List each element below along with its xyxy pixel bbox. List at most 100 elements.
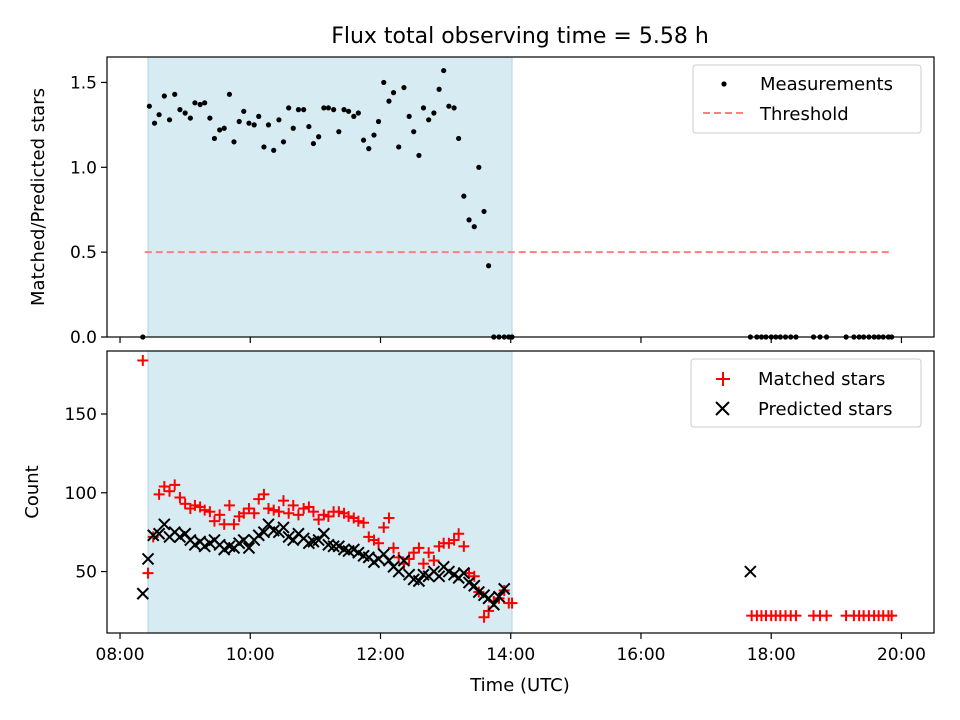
observing-window-band — [147, 350, 513, 634]
y-tick-label: 50 — [75, 563, 97, 583]
measurement-point — [172, 91, 178, 97]
measurement-point — [161, 93, 167, 99]
predicted-star-point — [327, 540, 340, 553]
measurement-point — [436, 86, 442, 92]
matched-star-point — [189, 499, 201, 511]
matched-star-point — [498, 584, 510, 596]
ratio-legend: Measurements Threshold — [692, 64, 922, 134]
matched-star-point — [158, 480, 170, 492]
legend-measurements-marker — [721, 81, 727, 87]
matched-star-point — [287, 499, 299, 511]
matched-star-point — [174, 492, 186, 504]
predicted-star-point — [397, 554, 411, 567]
matched-star-point — [373, 537, 385, 549]
measurement-point — [426, 117, 432, 123]
ratio-x-ticks — [119, 337, 903, 343]
matched-star-point — [478, 611, 490, 623]
predicted-star-point — [392, 565, 405, 578]
ratio-panel-frame — [106, 56, 935, 338]
matched-star-point — [262, 503, 274, 515]
matched-star-point — [277, 495, 289, 507]
x-tick-label: 14:00 — [486, 645, 535, 665]
matched-star-point — [214, 509, 226, 521]
measurement-point — [321, 105, 327, 111]
measurement-point — [411, 129, 417, 135]
matched-star-point — [169, 479, 181, 491]
measurement-point — [481, 208, 487, 215]
predicted-star-point — [498, 582, 511, 596]
predicted-star-point — [152, 527, 166, 540]
matched-star-point — [821, 610, 833, 622]
measurement-point — [211, 135, 218, 142]
matched-star-point — [218, 518, 230, 530]
count-y-axis-label: Count — [22, 465, 43, 518]
measurement-point — [366, 146, 372, 152]
matched-star-point — [333, 506, 345, 518]
measurement-point — [156, 112, 162, 118]
measurement-point — [217, 127, 223, 133]
predicted-star-point — [277, 521, 290, 534]
matched-star-point — [199, 504, 211, 516]
measurement-point — [390, 90, 397, 96]
measurement-point — [202, 100, 208, 106]
measurement-point — [351, 113, 357, 119]
matched-star-point — [378, 521, 390, 533]
measurement-point — [231, 139, 237, 145]
measurement-point — [271, 147, 277, 153]
measurement-point — [265, 122, 272, 128]
measurement-point — [295, 107, 302, 113]
count-x-axis-label: Time (UTC) — [469, 675, 570, 696]
observing-window-shade — [147, 56, 513, 338]
matched-star-point — [448, 534, 460, 546]
matched-star-point — [790, 610, 802, 622]
count-points — [136, 354, 898, 623]
y-tick-label: 150 — [65, 405, 97, 425]
measurement-point — [355, 110, 361, 116]
matched-star-point — [458, 540, 470, 552]
matched-star-point — [243, 503, 255, 515]
measurement-point — [187, 115, 193, 121]
matched-star-point — [417, 558, 429, 570]
measurement-point — [396, 144, 402, 150]
measurement-point — [146, 103, 152, 109]
measurement-point — [406, 113, 412, 119]
matched-star-point — [423, 547, 435, 559]
chart-title: Flux total observing time = 5.58 h — [331, 24, 709, 49]
measurement-point — [166, 117, 173, 123]
measurement-point — [341, 107, 347, 113]
matched-star-point — [238, 507, 250, 519]
matched-star-point — [313, 514, 325, 526]
measurement-point — [241, 108, 247, 114]
matched-star-point — [298, 503, 310, 515]
matched-star-point — [352, 515, 364, 527]
matched-star-point — [292, 509, 304, 521]
measurement-point — [485, 263, 492, 269]
matched-star-point — [506, 597, 518, 609]
measurement-point — [416, 152, 422, 159]
measurement-point — [461, 193, 467, 199]
predicted-star-point — [257, 525, 271, 539]
x-tick-label: 08:00 — [96, 645, 145, 665]
matched-star-point — [142, 567, 154, 579]
measurement-point — [471, 224, 477, 230]
measurement-point — [466, 217, 472, 223]
legend-measurements-label: Measurements — [760, 74, 893, 95]
predicted-star-point — [432, 570, 446, 583]
predicted-star-point — [382, 554, 396, 567]
predicted-star-point — [136, 587, 150, 600]
measurement-point — [182, 110, 188, 116]
measurement-point — [331, 107, 337, 113]
legend-predicted-marker — [715, 401, 730, 416]
measurement-point — [236, 118, 242, 125]
measurement-point — [336, 129, 342, 135]
count-x-ticks: 08:00 10:00 12:00 14:00 16:00 18:00 20:00 — [96, 633, 926, 665]
matched-star-point — [268, 504, 280, 516]
predicted-star-point — [141, 552, 155, 566]
count-panel: 50 100 150 08:00 10:00 12:00 14:00 16:00 18:00 2… — [22, 350, 935, 696]
measurement-point — [441, 67, 447, 74]
matched-star-point — [383, 512, 395, 524]
y-tick-label: 1.0 — [70, 158, 97, 178]
matched-star-point — [388, 542, 400, 554]
predicted-star-point — [487, 598, 501, 611]
